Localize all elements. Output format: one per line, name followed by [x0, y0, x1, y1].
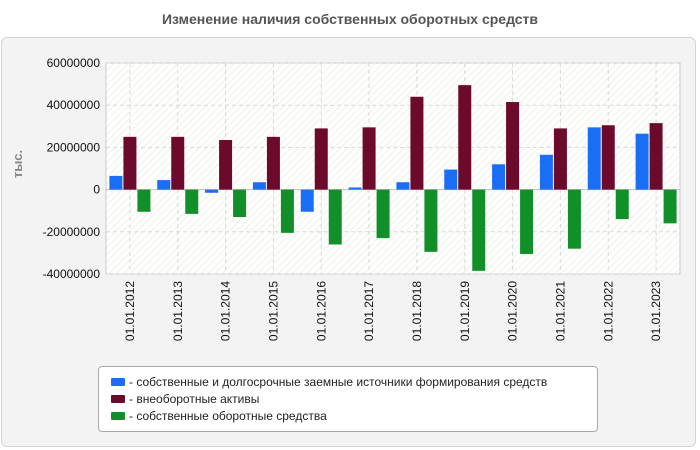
x-tick-label: 01.01.2012 — [123, 281, 137, 341]
bar-3 — [472, 189, 486, 271]
bar-1 — [205, 189, 219, 193]
bar-1 — [300, 189, 314, 212]
bar-2 — [123, 136, 137, 190]
bar-3 — [424, 189, 438, 252]
legend-swatch-maroon — [111, 394, 125, 403]
bar-3 — [567, 189, 581, 249]
legend-label: - собственные и долгосрочные заемные ист… — [129, 374, 548, 389]
bar-3 — [233, 189, 247, 218]
bar-3 — [376, 189, 390, 239]
bar-2 — [171, 136, 185, 190]
bar-2 — [219, 140, 233, 190]
x-tick-label: 01.01.2013 — [171, 281, 185, 341]
legend-label: - собственные оборотные средства — [129, 408, 327, 423]
x-tick-labels: 01.01.2012 01.01.2013 01.01.2014 01.01.2015… — [123, 281, 663, 341]
bar-3 — [280, 189, 294, 233]
y-tick-label: -40000000 — [43, 267, 101, 281]
x-tick-label: 01.01.2017 — [362, 281, 376, 341]
bar-2 — [410, 96, 424, 190]
chart-title: Изменение наличия собственных оборотных … — [161, 11, 539, 27]
bar-1 — [492, 164, 506, 190]
bar-1 — [396, 182, 410, 190]
grid-lines — [106, 62, 680, 275]
bar-1 — [539, 154, 553, 190]
legend-swatch-green — [111, 411, 125, 420]
y-tick-labels: 60000000 40000000 20000000 0 -20000000 -40000… — [43, 56, 101, 281]
x-tick-label: 01.01.2018 — [410, 281, 424, 341]
legend-item: - внеоборотные активы — [111, 390, 597, 407]
y-tick-label: 0 — [93, 183, 100, 197]
legend-item: - собственные и долгосрочные заемные ист… — [111, 373, 597, 390]
legend-label: - внеоборотные активы — [129, 391, 260, 406]
legend-item: - собственные оборотные средства — [111, 407, 597, 424]
x-tick-label: 01.01.2014 — [219, 281, 233, 341]
x-tick-label: 01.01.2022 — [601, 281, 615, 341]
bar-3 — [137, 189, 151, 212]
x-tick-label: 01.01.2021 — [553, 281, 567, 341]
y-tick-label: 20000000 — [47, 140, 101, 154]
plot-area — [105, 62, 681, 275]
y-tick-label: -20000000 — [43, 225, 101, 239]
bar-1 — [157, 180, 171, 190]
x-tick-label: 01.01.2020 — [506, 281, 520, 341]
bar-2 — [458, 85, 472, 190]
x-tick-label: 01.01.2016 — [314, 281, 328, 341]
bars — [109, 85, 677, 271]
bar-3 — [520, 189, 534, 254]
bar-1 — [587, 127, 601, 190]
bar-1 — [252, 182, 266, 190]
bar-2 — [649, 123, 663, 190]
bar-3 — [185, 189, 199, 214]
bar-2 — [553, 128, 567, 190]
bar-2 — [601, 125, 615, 190]
y-tick-label: 60000000 — [47, 56, 101, 70]
bar-2 — [314, 128, 328, 190]
x-tick-label: 01.01.2015 — [266, 281, 280, 341]
bar-3 — [615, 189, 629, 220]
bar-3 — [663, 189, 677, 224]
legend-swatch-blue — [111, 377, 125, 386]
bar-3 — [328, 189, 342, 245]
bar-1 — [444, 169, 458, 190]
legend: - собственные и долгосрочные заемные ист… — [98, 366, 598, 432]
x-tick-label: 01.01.2023 — [649, 281, 663, 341]
bar-1 — [635, 133, 649, 190]
bar-2 — [506, 102, 520, 190]
x-tick-label: 01.01.2019 — [458, 281, 472, 341]
bar-2 — [266, 136, 280, 190]
bar-1 — [109, 175, 123, 190]
bar-2 — [362, 127, 376, 190]
y-tick-label: 40000000 — [47, 98, 101, 112]
bar-1 — [348, 187, 362, 190]
y-axis-label: тыс. — [10, 150, 25, 178]
